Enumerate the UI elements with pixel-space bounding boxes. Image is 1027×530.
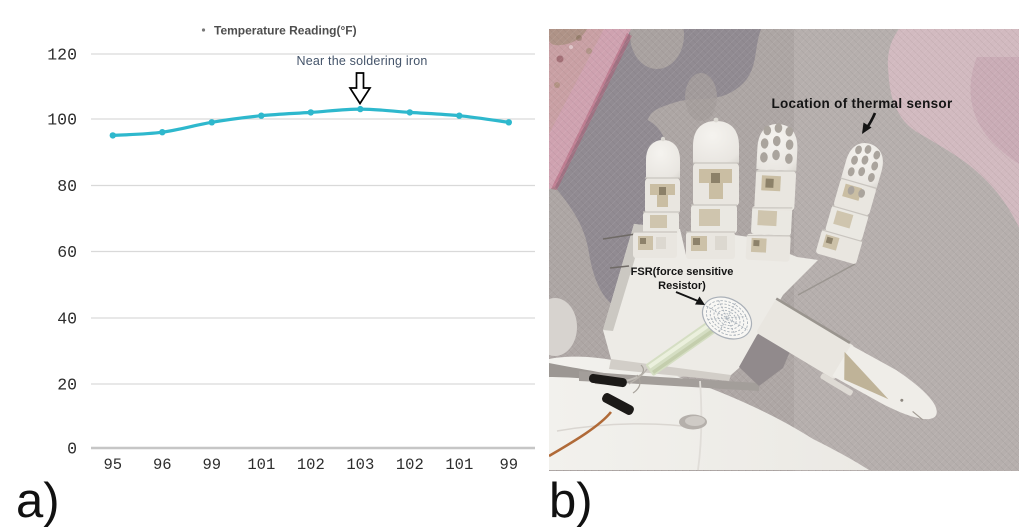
svg-text:Resistor): Resistor) bbox=[658, 280, 706, 292]
svg-text:FSR(force sensitive: FSR(force sensitive bbox=[631, 266, 734, 278]
svg-text:102: 102 bbox=[396, 456, 424, 474]
svg-text:120: 120 bbox=[47, 46, 77, 65]
svg-text:96: 96 bbox=[153, 456, 172, 474]
svg-text:100: 100 bbox=[47, 111, 77, 130]
svg-text:101: 101 bbox=[247, 456, 275, 474]
svg-text:Near the soldering iron: Near the soldering iron bbox=[296, 54, 427, 68]
svg-text:101: 101 bbox=[445, 456, 473, 474]
svg-text:80: 80 bbox=[57, 177, 77, 196]
svg-text:99: 99 bbox=[499, 456, 518, 474]
svg-text:20: 20 bbox=[57, 376, 77, 395]
svg-text:Location of thermal sensor: Location of thermal sensor bbox=[771, 96, 953, 111]
svg-text:Temperature Reading(°F): Temperature Reading(°F) bbox=[214, 24, 357, 38]
svg-text:102: 102 bbox=[297, 456, 325, 474]
svg-text:60: 60 bbox=[57, 243, 77, 262]
svg-text:40: 40 bbox=[57, 310, 77, 329]
svg-text:0: 0 bbox=[67, 440, 77, 459]
svg-text:95: 95 bbox=[103, 456, 122, 474]
svg-text:103: 103 bbox=[346, 456, 374, 474]
svg-text:99: 99 bbox=[202, 456, 221, 474]
